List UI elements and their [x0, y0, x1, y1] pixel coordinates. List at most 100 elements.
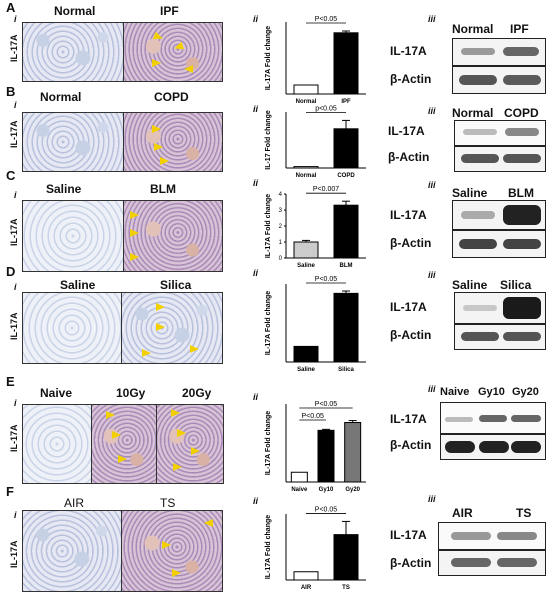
bar-chart-f: IL-17A Fold change AIR TS P<0.05: [265, 506, 366, 591]
bar-blm: [333, 204, 359, 259]
vertical-label-e: IL-17A: [9, 424, 19, 452]
arrow-icon: [112, 431, 121, 439]
blot-f-actin: [438, 550, 546, 576]
blot-band: [459, 75, 497, 85]
roman-a-i: i: [14, 14, 17, 24]
bar-gy10: [317, 429, 335, 483]
blot-header-e-1: Naive: [440, 386, 470, 398]
arrow-icon: [171, 409, 180, 417]
arrow-icon: [130, 229, 139, 237]
roman-d-ii: ii: [253, 268, 259, 278]
significance-label: P<0.05: [315, 276, 337, 283]
arrow-icon: [160, 157, 169, 165]
blot-row-d-1: IL-17A: [390, 300, 427, 314]
blot-b-il17: [454, 120, 546, 146]
arrow-icon: [156, 303, 165, 311]
blot-e-actin: [440, 434, 546, 460]
panel-letter-d: D: [6, 264, 16, 279]
blot-band: [503, 332, 541, 341]
blot-header-d-2: Silica: [500, 278, 532, 292]
bar-saline: [293, 241, 319, 259]
panel-letter-e: E: [6, 374, 15, 389]
blot-band: [445, 441, 475, 453]
blot-band: [503, 75, 541, 85]
significance-label: P<0.05: [315, 401, 337, 408]
blot-d-actin: [454, 324, 546, 350]
blot-band: [463, 129, 497, 135]
micrograph-b-normal: [22, 112, 124, 172]
panel-letter-c: C: [6, 168, 16, 183]
arrow-icon: [177, 429, 186, 437]
blot-band: [461, 211, 495, 219]
blot-header-d-1: Saline: [452, 278, 488, 292]
bar-chart-c: IL-17A Fold change 0 1 2 3 4 Saline BLM P<0.007: [265, 186, 366, 269]
roman-c-i: i: [14, 190, 17, 200]
panel-letter-f: F: [6, 484, 14, 499]
roman-e-i: i: [14, 398, 17, 408]
roman-d-iii: iii: [428, 270, 436, 280]
arrow-icon: [130, 253, 139, 261]
micro-label-e-3: 20Gy: [182, 386, 212, 400]
arrow-icon: [172, 41, 185, 53]
significance-label: P<0.05: [301, 413, 323, 420]
micro-label-e-1: Naive: [40, 386, 73, 400]
blot-band: [451, 558, 491, 567]
blot-header-e-2: Gy10: [478, 386, 505, 398]
blot-header-a-2: IPF: [510, 22, 529, 36]
panel-letter-b: B: [6, 84, 16, 99]
micro-label-a-1: Normal: [54, 4, 96, 18]
y-tick-label: 2: [279, 224, 283, 230]
roman-b-ii: ii: [253, 104, 259, 114]
blot-band: [503, 297, 541, 319]
blot-row-d-2: β-Actin: [390, 328, 432, 342]
arrow-icon: [190, 345, 199, 353]
bar-ts: [333, 534, 359, 581]
arrow-icon: [152, 59, 161, 67]
micrograph-d-saline: [22, 292, 122, 364]
blot-band: [479, 415, 507, 422]
blot-row-a-1: IL-17A: [390, 44, 427, 58]
micro-label-c-1: Saline: [46, 182, 82, 196]
vertical-label-f: IL-17A: [9, 540, 19, 568]
y-axis-label: IL-17A Fold change: [265, 26, 272, 90]
y-axis-label: IL-17A Fold change: [265, 515, 272, 579]
blot-band: [451, 532, 491, 540]
x-tick-label: Normal: [296, 99, 317, 105]
micrograph-c-blm: [123, 200, 223, 272]
blot-header-f-1: AIR: [452, 506, 473, 520]
micrograph-a-normal: [22, 22, 124, 82]
blot-band: [503, 239, 541, 249]
bar-naive: [290, 471, 308, 483]
bar-air: [293, 571, 319, 581]
micrograph-e-10gy: [91, 404, 157, 484]
micrograph-c-saline: [22, 200, 124, 272]
arrow-icon: [106, 411, 115, 419]
bar-normal: [293, 166, 319, 169]
roman-f-iii: iii: [428, 494, 436, 504]
blot-band: [479, 441, 509, 453]
blot-header-f-2: TS: [516, 506, 532, 520]
blot-band: [461, 332, 499, 341]
roman-b-i: i: [14, 100, 17, 110]
vertical-label-d: IL-17A: [9, 312, 19, 340]
bar-chart-d: IL-17A Fold change Saline Silica P<0.05: [265, 276, 366, 373]
x-tick-label: Saline: [297, 263, 315, 269]
blot-header-c-1: Saline: [452, 186, 488, 200]
micrograph-d-silica: [121, 292, 223, 364]
micrograph-e-naive: [22, 404, 92, 484]
arrow-icon: [172, 569, 181, 577]
arrow-icon: [204, 519, 213, 527]
arrow-icon: [191, 447, 200, 455]
y-tick-label: 0: [279, 256, 283, 262]
vertical-label-b: IL-17A: [9, 120, 19, 148]
roman-d-i: i: [14, 282, 17, 292]
micrograph-e-20gy: [156, 404, 224, 484]
x-tick-label: Naive: [291, 487, 308, 493]
blot-row-b-2: β-Actin: [388, 150, 430, 164]
arrow-icon: [118, 455, 127, 463]
micro-label-d-2: Silica: [160, 278, 192, 292]
blot-f-il17: [438, 522, 546, 550]
blot-a-il17: [452, 38, 546, 66]
y-axis-label: IL-17 Fold change: [265, 110, 272, 170]
blot-header-b-1: Normal: [452, 106, 494, 120]
